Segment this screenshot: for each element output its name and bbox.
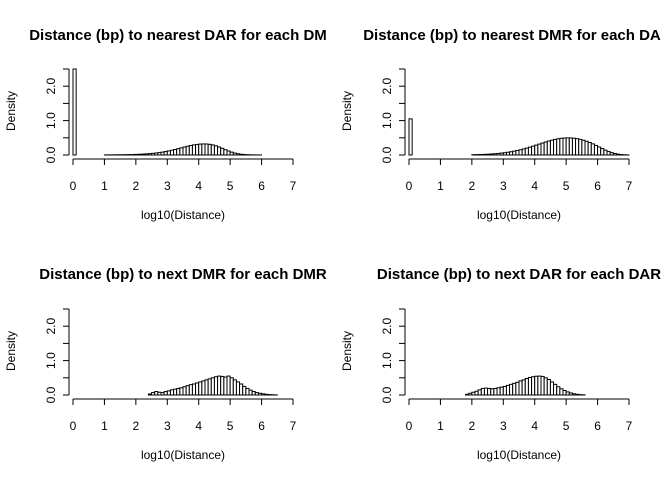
x-axis-label: log10(Distance) xyxy=(141,208,225,222)
y-tick-label: 2.0 xyxy=(380,78,394,95)
x-tick-label: 5 xyxy=(227,419,234,433)
panel-title: Distance (bp) to nearest DAR for each DM xyxy=(29,27,327,44)
y-tick-label: 0.0 xyxy=(44,146,58,163)
y-tick-label: 1.0 xyxy=(380,352,394,369)
x-tick-label: 6 xyxy=(594,179,601,193)
x-tick-label: 5 xyxy=(563,419,570,433)
x-tick-label: 0 xyxy=(70,179,77,193)
x-tick-label: 1 xyxy=(101,419,108,433)
x-tick-label: 4 xyxy=(531,179,538,193)
histogram-panel: Distance (bp) to next DMR for each DMR 0 1… xyxy=(4,266,327,462)
y-axis-label: Density xyxy=(4,91,18,131)
x-tick-label: 5 xyxy=(227,179,234,193)
x-tick-label: 0 xyxy=(406,179,413,193)
histogram-panel: Distance (bp) to nearest DAR for each DM… xyxy=(4,27,327,222)
y-tick-label: 0.0 xyxy=(44,386,58,403)
y-tick-label: 2.0 xyxy=(44,318,58,335)
x-tick-label: 4 xyxy=(531,419,538,433)
x-tick-label: 2 xyxy=(133,419,140,433)
x-tick-label: 6 xyxy=(258,419,265,433)
x-axis-label: log10(Distance) xyxy=(141,448,225,462)
y-axis-label: Density xyxy=(4,331,18,371)
histogram-panel: Distance (bp) to nearest DMR for each DA… xyxy=(340,27,661,222)
x-tick-label: 7 xyxy=(626,419,633,433)
x-tick-label: 0 xyxy=(70,419,77,433)
histogram-bar xyxy=(72,68,77,156)
x-axis-label: log10(Distance) xyxy=(477,448,561,462)
x-tick-label: 3 xyxy=(164,179,171,193)
x-tick-label: 7 xyxy=(626,179,633,193)
y-tick-label: 1.0 xyxy=(44,112,58,129)
histogram-panel: Distance (bp) to next DAR for each DAR 0 1… xyxy=(340,266,661,462)
x-tick-label: 6 xyxy=(258,179,265,193)
x-tick-label: 2 xyxy=(469,179,476,193)
y-tick-label: 2.0 xyxy=(44,78,58,95)
x-tick-label: 1 xyxy=(437,419,444,433)
x-tick-label: 7 xyxy=(290,179,297,193)
x-tick-label: 6 xyxy=(594,419,601,433)
panel-title: Distance (bp) to next DMR for each DMR xyxy=(39,266,327,283)
x-tick-label: 3 xyxy=(500,419,507,433)
x-tick-label: 1 xyxy=(437,179,444,193)
x-tick-label: 4 xyxy=(195,419,202,433)
x-tick-label: 2 xyxy=(469,419,476,433)
panel-title: Distance (bp) to nearest DMR for each DA xyxy=(363,27,661,44)
x-tick-label: 3 xyxy=(164,419,171,433)
x-tick-label: 2 xyxy=(133,179,140,193)
x-tick-label: 1 xyxy=(101,179,108,193)
x-axis-label: log10(Distance) xyxy=(477,208,561,222)
x-tick-label: 0 xyxy=(406,419,413,433)
x-tick-label: 5 xyxy=(563,179,570,193)
y-tick-label: 2.0 xyxy=(380,318,394,335)
panel-title: Distance (bp) to next DAR for each DAR xyxy=(377,266,661,283)
x-tick-label: 7 xyxy=(290,419,297,433)
y-axis-label: Density xyxy=(340,91,354,131)
y-tick-label: 0.0 xyxy=(380,386,394,403)
y-tick-label: 0.0 xyxy=(380,146,394,163)
x-tick-label: 4 xyxy=(195,179,202,193)
x-tick-label: 3 xyxy=(500,179,507,193)
y-axis-label: Density xyxy=(340,331,354,371)
y-tick-label: 1.0 xyxy=(380,112,394,129)
histogram-bar xyxy=(408,118,413,156)
y-tick-label: 1.0 xyxy=(44,352,58,369)
